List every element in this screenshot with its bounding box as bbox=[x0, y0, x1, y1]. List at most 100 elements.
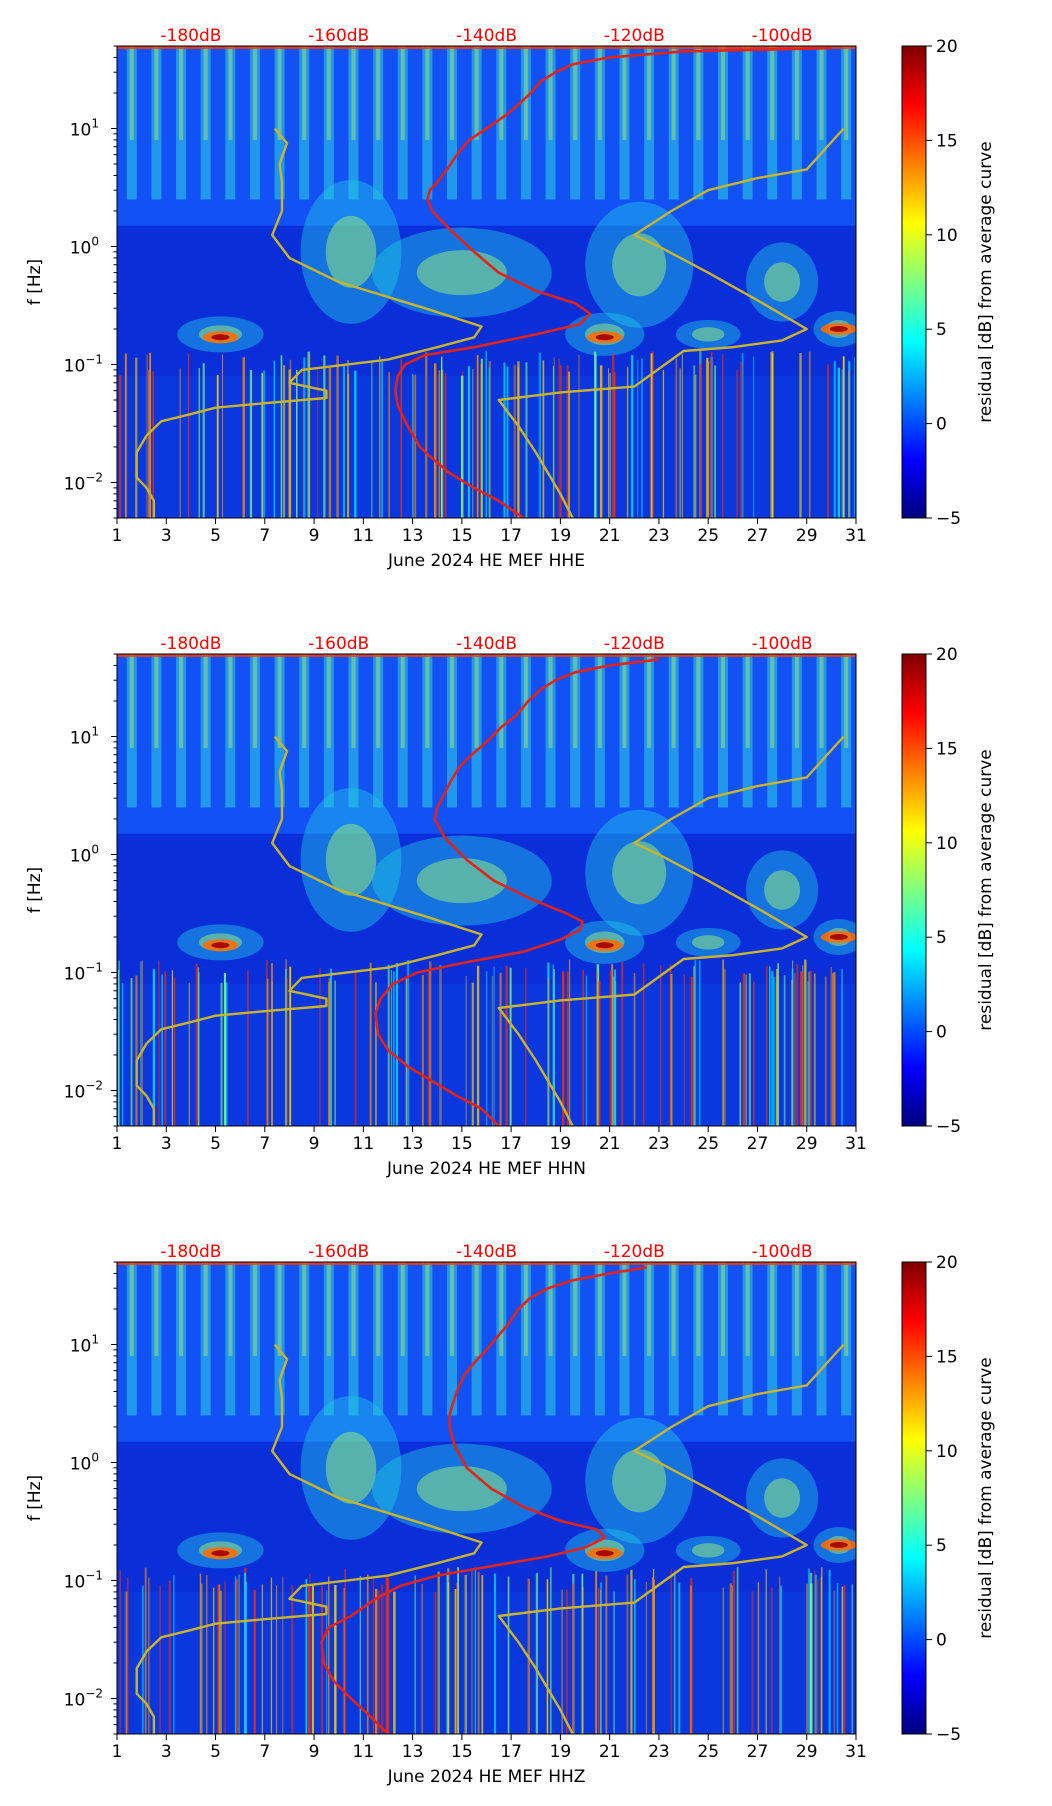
heatmap-streak bbox=[644, 1262, 655, 1416]
heatmap-streak bbox=[597, 654, 602, 748]
x-tick-label: 21 bbox=[599, 1134, 621, 1154]
heatmap-streak bbox=[228, 654, 233, 748]
heatmap-streak bbox=[376, 654, 381, 748]
heatmap-streak bbox=[154, 46, 159, 140]
series-line bbox=[135, 1343, 483, 1734]
heatmap-streak bbox=[816, 654, 827, 808]
heatmap-streak bbox=[770, 654, 775, 748]
series-line bbox=[497, 735, 845, 1126]
heatmap-streak bbox=[348, 654, 359, 808]
heatmap-streak bbox=[693, 46, 704, 200]
colorbar-frame bbox=[901, 653, 927, 1127]
heatmap-streak bbox=[770, 1262, 775, 1356]
heatmap-streak bbox=[622, 46, 627, 140]
heatmap-streak bbox=[523, 46, 528, 140]
heatmap-streak bbox=[225, 1262, 236, 1416]
colorbar-gradient bbox=[902, 46, 926, 518]
heatmap-streak bbox=[520, 1262, 531, 1416]
heatmap-streak bbox=[619, 1262, 630, 1416]
heatmap-streak bbox=[767, 654, 778, 808]
heatmap-streak bbox=[619, 654, 630, 808]
y-axis-label: f [Hz] bbox=[25, 867, 45, 913]
heatmap-blob bbox=[612, 841, 667, 905]
heatmap-streak bbox=[573, 1262, 578, 1356]
heatmap-streak bbox=[671, 1262, 676, 1356]
heatmap-streak bbox=[770, 46, 775, 140]
heatmap-streak bbox=[594, 654, 605, 808]
y-tick-label: 10−2 bbox=[64, 470, 103, 494]
x-tick-label: 17 bbox=[500, 1742, 522, 1762]
heatmap-streak bbox=[548, 1262, 553, 1356]
heatmap-streak bbox=[422, 654, 433, 808]
heatmap-streak bbox=[745, 46, 750, 140]
heatmap-streak bbox=[422, 46, 433, 200]
heatmap-blob bbox=[612, 1449, 667, 1513]
y-tick-label: 10−1 bbox=[64, 960, 103, 984]
x-tick-label: 13 bbox=[402, 1134, 424, 1154]
x-tick-label: 29 bbox=[796, 526, 818, 546]
y-tick-label: 101 bbox=[70, 724, 99, 748]
heatmap-blob bbox=[764, 262, 801, 302]
heatmap-streak bbox=[819, 1262, 824, 1356]
heatmap-streak bbox=[450, 1262, 455, 1356]
heatmap-streak bbox=[274, 654, 285, 808]
heatmap-streak bbox=[323, 654, 334, 808]
heatmap-streak bbox=[819, 654, 824, 748]
heatmap-streak bbox=[299, 1262, 310, 1416]
heatmap-blob bbox=[764, 870, 801, 910]
y-tick-label: 100 bbox=[70, 234, 99, 258]
heatmap-streak bbox=[129, 46, 134, 140]
heatmap-streak bbox=[450, 654, 455, 748]
heatmap-streak bbox=[179, 1262, 184, 1356]
heatmap-streak bbox=[647, 1262, 652, 1356]
heatmap-streak bbox=[841, 654, 852, 808]
db-scale-label: -100dB bbox=[752, 634, 813, 654]
heatmap-streak bbox=[203, 654, 208, 748]
heatmap-streak bbox=[742, 1262, 753, 1416]
heatmap-streak bbox=[129, 654, 134, 748]
colorbar-tick-label: 10 bbox=[936, 226, 958, 246]
heatmap-streak bbox=[622, 1262, 627, 1356]
y-tick-label: 10−1 bbox=[64, 1568, 103, 1592]
heatmap-streak bbox=[302, 654, 307, 748]
heatmap-streak bbox=[126, 46, 137, 200]
heatmap-band bbox=[117, 654, 856, 834]
heatmap-streak bbox=[841, 1262, 852, 1416]
heatmap-band bbox=[117, 46, 856, 49]
x-tick-label: 1 bbox=[112, 1742, 123, 1762]
x-tick-label: 9 bbox=[309, 1134, 320, 1154]
heatmap-streak bbox=[545, 46, 556, 200]
heatmap-streak bbox=[844, 1262, 849, 1356]
colorbar-tick-label: −5 bbox=[936, 509, 961, 529]
db-scale-label: -180dB bbox=[160, 634, 221, 654]
heatmap-streak bbox=[376, 46, 381, 140]
y-tick-label: 10−1 bbox=[64, 352, 103, 376]
heatmap-blob bbox=[764, 1478, 801, 1518]
heatmap-streak bbox=[794, 1262, 799, 1356]
heatmap-streak bbox=[717, 1262, 728, 1416]
heatmap-streak bbox=[647, 46, 652, 140]
series-line bbox=[135, 735, 483, 1126]
heatmap-streak bbox=[819, 46, 824, 140]
heatmap-streak bbox=[499, 1262, 504, 1356]
x-tick-label: 1 bbox=[112, 526, 123, 546]
heatmap-streak bbox=[717, 654, 728, 808]
heatmap-streak bbox=[348, 1262, 359, 1416]
heatmap-streak bbox=[693, 1262, 704, 1416]
colorbar-label: residual [dB] from average curve bbox=[976, 749, 996, 1030]
x-tick-label: 25 bbox=[697, 1134, 719, 1154]
colorbar-frame bbox=[901, 1261, 927, 1735]
colorbar-tick-label: 20 bbox=[936, 645, 958, 665]
heatmap-streak bbox=[447, 654, 458, 808]
heatmap-blob bbox=[692, 935, 725, 950]
heatmap-streak bbox=[228, 46, 233, 140]
heatmap-hotspot bbox=[211, 334, 230, 341]
x-tick-label: 11 bbox=[353, 526, 375, 546]
heatmap-streak bbox=[277, 654, 282, 748]
db-scale-label: -140dB bbox=[456, 634, 517, 654]
heatmap-streak bbox=[474, 1262, 479, 1356]
db-scale-label: -120dB bbox=[604, 26, 665, 46]
heatmap-streak bbox=[496, 1262, 507, 1416]
colorbar-tick-label: 15 bbox=[936, 739, 958, 759]
heatmap bbox=[117, 654, 856, 1126]
